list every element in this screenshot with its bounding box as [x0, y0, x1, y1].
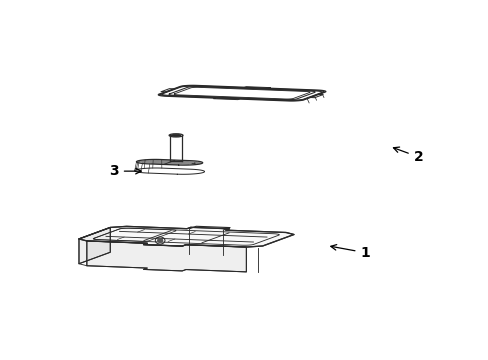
- Text: 3: 3: [109, 164, 141, 178]
- Polygon shape: [169, 87, 315, 100]
- Polygon shape: [136, 159, 203, 165]
- Ellipse shape: [171, 134, 181, 136]
- Polygon shape: [79, 228, 110, 264]
- Text: 2: 2: [393, 147, 423, 164]
- Circle shape: [158, 239, 162, 242]
- Text: 1: 1: [330, 244, 369, 260]
- Polygon shape: [134, 168, 204, 174]
- Polygon shape: [158, 85, 325, 101]
- Polygon shape: [87, 241, 246, 272]
- Polygon shape: [79, 226, 293, 247]
